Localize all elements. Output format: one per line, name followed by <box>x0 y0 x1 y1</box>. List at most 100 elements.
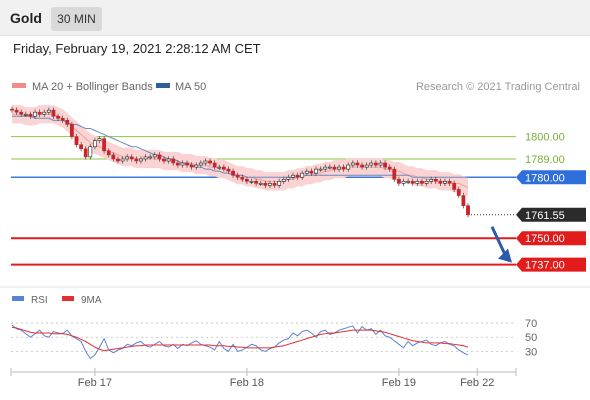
candle-body <box>102 138 107 152</box>
candle-body <box>23 113 28 116</box>
candle-body <box>424 181 429 184</box>
candle-body <box>415 181 420 184</box>
candle-body <box>355 162 360 166</box>
candle-body <box>208 160 212 164</box>
candle-body <box>291 174 295 178</box>
ma9-legend-label: 9MA <box>81 295 102 306</box>
candle-body <box>97 138 102 141</box>
candle-body <box>74 136 79 146</box>
timestamp: Friday, February 19, 2021 2:28:12 AM CET <box>13 41 261 56</box>
candle-body <box>79 144 83 150</box>
candle-body <box>456 189 461 196</box>
candle-body <box>461 195 466 207</box>
candle-body <box>443 181 447 184</box>
candle-body <box>143 156 148 160</box>
rsi-tick-50: 50 <box>525 332 537 344</box>
candle-body <box>364 164 369 168</box>
candle-body <box>83 148 88 158</box>
candle-body <box>277 181 282 186</box>
x-tick-label: Feb 19 <box>382 377 416 389</box>
x-tick-label: Feb 18 <box>230 377 264 389</box>
level-label-1750.00: 1750.00 <box>525 233 565 245</box>
candle-body <box>189 164 194 168</box>
candle-body <box>452 183 457 190</box>
candle-body <box>245 178 249 182</box>
candle-body <box>309 170 314 174</box>
candle-body <box>60 117 65 121</box>
candle-body <box>171 158 176 164</box>
candle-body <box>93 140 97 148</box>
candle-body <box>10 108 14 111</box>
level-tag-1761.55 <box>516 207 586 222</box>
level-tag-1780.00 <box>516 170 586 185</box>
candle-body <box>272 183 277 186</box>
level-label-1789.00: 1789.00 <box>525 154 565 166</box>
candle-body <box>226 168 231 172</box>
candle-body <box>332 166 337 170</box>
ma50-line <box>12 115 468 178</box>
candle-body <box>314 168 318 174</box>
projection-arrow-head <box>498 248 512 263</box>
ma50-legend-swatch <box>156 83 170 88</box>
candle-body <box>263 183 268 186</box>
candle-body <box>249 181 254 183</box>
ma50-legend-label: MA 50 <box>175 81 206 93</box>
candle-body <box>429 178 434 182</box>
candle-body <box>397 178 401 184</box>
candle-body <box>198 162 203 166</box>
candle-body <box>447 181 452 184</box>
candle-body <box>69 124 74 137</box>
candle-body <box>378 162 383 166</box>
candle-body <box>373 162 378 166</box>
candle-body <box>65 120 70 125</box>
price-level-labels: 1800.00 1789.00 1780.00 1761.55 1750.00 1737.… <box>516 132 586 272</box>
candle-body <box>139 158 143 162</box>
x-axis-ticks: Feb 17 Feb 18 Feb 19 Feb 22 <box>78 368 494 389</box>
candle-body <box>420 181 424 184</box>
timeframe-button[interactable]: 30 MIN <box>51 7 102 31</box>
candle-body <box>106 150 111 156</box>
candle-body <box>304 170 309 174</box>
candle-body <box>406 181 411 183</box>
candle-body <box>148 156 153 159</box>
candle-body <box>392 168 397 180</box>
candle-body <box>281 178 286 182</box>
candle-body <box>46 109 51 113</box>
candle-body <box>33 111 37 117</box>
level-label-1800.00: 1800.00 <box>525 132 565 144</box>
candle-body <box>337 166 341 170</box>
candlesticks <box>10 106 470 218</box>
rsi-tick-30: 30 <box>525 346 537 358</box>
candle-body <box>212 162 217 168</box>
candle-body <box>175 162 180 166</box>
x-tick-label: Feb 17 <box>78 377 112 389</box>
rsi-legend-label: RSI <box>31 295 48 306</box>
candle-body <box>14 109 19 113</box>
projection-arrow <box>490 226 508 258</box>
candle-body <box>19 111 24 115</box>
candle-body <box>466 205 470 216</box>
bollinger-legend-label: MA 20 + Bollinger Bands <box>32 81 153 93</box>
candle-body <box>111 154 116 160</box>
candle-body <box>116 158 120 162</box>
candle-body <box>369 162 374 166</box>
candle-body <box>166 158 171 162</box>
candle-body <box>254 181 259 184</box>
candle-body <box>203 160 208 164</box>
candle-body <box>157 154 162 160</box>
level-tag-1737.00 <box>516 257 586 272</box>
candle-body <box>221 166 226 170</box>
rsi-ma9-line <box>11 326 469 352</box>
ma9-legend-swatch <box>62 296 74 301</box>
x-tick-label: Feb 22 <box>460 377 494 389</box>
candle-body <box>180 162 185 166</box>
candle-body <box>360 164 364 168</box>
candle-body <box>129 156 134 160</box>
candle-body <box>125 156 130 160</box>
candle-body <box>327 166 332 169</box>
candle-body <box>433 178 438 182</box>
candle-body <box>341 166 346 170</box>
candle-body <box>162 158 166 162</box>
candle-body <box>120 158 125 162</box>
